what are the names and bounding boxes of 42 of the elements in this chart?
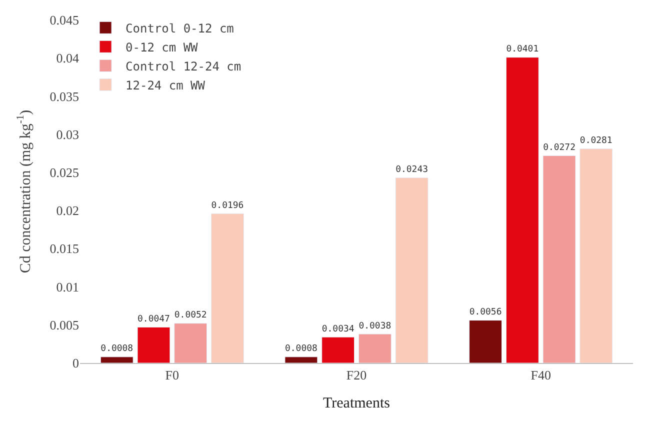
data-label: 0.0272 — [543, 142, 576, 153]
data-label: 0.0281 — [580, 136, 612, 146]
y-tick-label: 0.045 — [50, 12, 79, 28]
y-tick-label: 0.01 — [56, 279, 79, 294]
legend-label: 0-12 cm WW — [126, 40, 199, 54]
data-label: 0.0056 — [469, 308, 502, 318]
data-label: 0.0038 — [358, 321, 392, 332]
bar — [358, 334, 392, 363]
bar — [100, 356, 134, 363]
x-tick-label: F0 — [165, 368, 180, 383]
bar — [506, 57, 539, 363]
bar — [469, 320, 502, 363]
data-label: 0.0243 — [396, 165, 428, 176]
data-label: 0.0008 — [284, 344, 318, 354]
data-label: 0.0052 — [174, 310, 207, 321]
data-label: 0.0196 — [211, 200, 244, 211]
bar — [395, 178, 428, 363]
y-tick-label: 0.03 — [56, 126, 79, 142]
y-tick-label: 0.04 — [56, 50, 80, 66]
data-label: 0.0008 — [100, 344, 134, 354]
y-tick-label: 0.035 — [50, 88, 79, 104]
bar — [284, 356, 318, 363]
x-tick-label: F40 — [530, 368, 551, 383]
bar — [211, 213, 244, 363]
legend-label: Control 12-24 cm — [126, 59, 242, 74]
legend-label: Control 0-12 cm — [126, 21, 234, 36]
data-label: 0.0047 — [138, 314, 170, 324]
legend-label: 12-24 cm WW — [126, 78, 206, 92]
y-tick-label: 0.02 — [56, 203, 79, 218]
bar — [542, 155, 576, 363]
x-tick-label: F20 — [346, 368, 367, 383]
data-label: 0.0401 — [506, 44, 539, 55]
y-tick-label: 0.025 — [50, 164, 79, 180]
y-tick-label: 0.015 — [50, 241, 79, 256]
bar — [174, 323, 208, 363]
data-label: 0.0034 — [322, 324, 354, 334]
bar — [137, 326, 170, 363]
y-tick-label: 0.005 — [50, 317, 79, 332]
y-tick-label: 0 — [72, 356, 79, 371]
bar — [322, 336, 355, 363]
bar — [580, 148, 613, 363]
x-axis-title: Treatments — [323, 396, 390, 412]
